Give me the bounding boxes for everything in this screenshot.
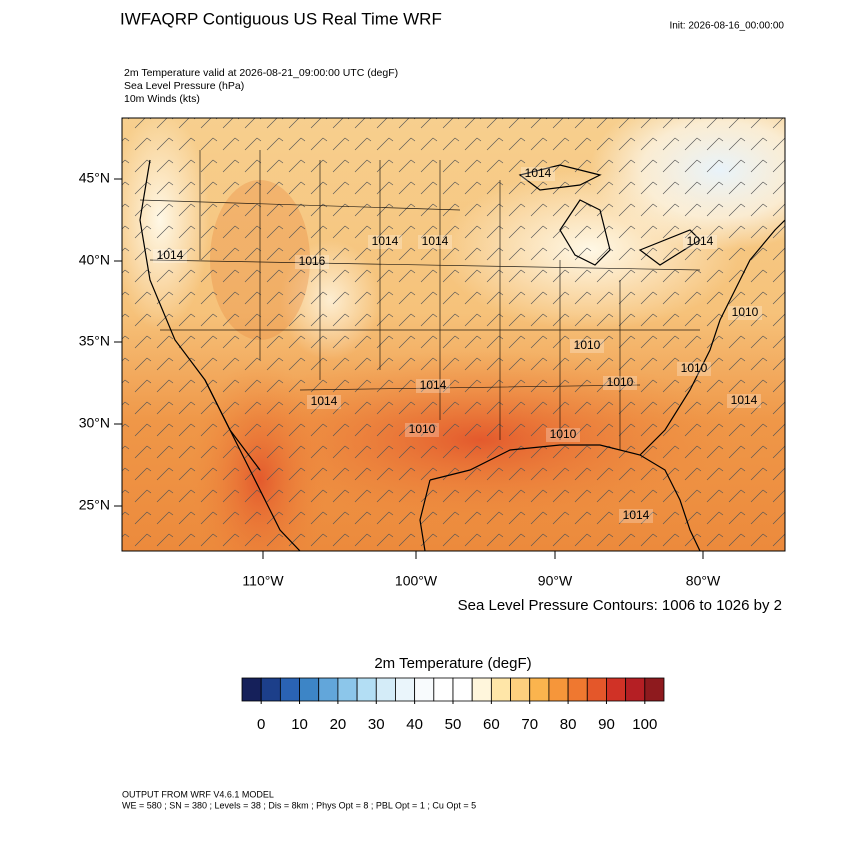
- colorbar-label: 20: [330, 716, 347, 733]
- lat-label: 25°N: [79, 497, 110, 513]
- field-line: 2m Temperature valid at 2026-08-21_09:00…: [124, 67, 398, 79]
- colorbar-label: 0: [257, 716, 265, 733]
- field-list: 2m Temperature valid at 2026-08-21_09:00…: [124, 67, 398, 105]
- colorbar-box: [510, 677, 531, 702]
- contour-note: Sea Level Pressure Contours: 1006 to 102…: [458, 597, 782, 614]
- contour-label: 1014: [157, 248, 184, 262]
- colorbar-label: 50: [445, 716, 462, 733]
- colorbar-box: [644, 677, 665, 702]
- lat-label: 35°N: [79, 333, 110, 349]
- colorbar-box: [241, 677, 262, 702]
- contour-label: 1014: [420, 378, 447, 392]
- contour-label: 1014: [372, 234, 399, 248]
- field-line: 10m Winds (kts): [124, 93, 200, 105]
- contour-label: 1010: [550, 427, 577, 441]
- init-time: Init: 2026-08-16_00:00:00: [669, 21, 784, 32]
- lat-label: 40°N: [79, 252, 110, 268]
- contour-label: 1010: [681, 361, 708, 375]
- colorbar-title: 2m Temperature (degF): [374, 655, 531, 672]
- lon-label: 110°W: [242, 573, 284, 589]
- contour-label-bg: [418, 235, 452, 249]
- lon-label: 80°W: [686, 573, 721, 589]
- contour-label-bg: [683, 235, 717, 249]
- lat-label: 30°N: [79, 415, 110, 431]
- contour-label-bg: [405, 423, 439, 437]
- colorbar-box: [625, 677, 646, 702]
- colorbar-box: [471, 677, 492, 702]
- field-line: Sea Level Pressure (hPa): [124, 80, 244, 92]
- colorbar-label: 60: [483, 716, 500, 733]
- contour-label-bg: [368, 235, 402, 249]
- colorbar-box: [490, 677, 511, 702]
- contour-label-bg: [677, 362, 711, 376]
- contour-label: 1014: [422, 234, 449, 248]
- contour-label: 1016: [299, 254, 326, 268]
- colorbar-label: 30: [368, 716, 385, 733]
- contour-label: 1010: [732, 305, 759, 319]
- contour-label: 1010: [409, 422, 436, 436]
- colorbar-box: [318, 677, 339, 702]
- contour-label-bg: [153, 249, 187, 263]
- colorbar-label: 100: [632, 716, 657, 733]
- contour-label-bg: [295, 255, 329, 269]
- contour-label-bg: [570, 339, 604, 353]
- colorbar-label: 90: [598, 716, 615, 733]
- map-axes: 45°N 40°N 35°N 30°N 25°N 110°W 100°W 90°W 80°W: [79, 170, 721, 589]
- colorbar-label: 40: [406, 716, 423, 733]
- colorbar-box: [548, 677, 569, 702]
- contour-label: 1014: [623, 508, 650, 522]
- contour-label: 1014: [731, 393, 758, 407]
- colorbar-label: 70: [521, 716, 538, 733]
- colorbar-box: [356, 677, 377, 702]
- lon-label: 90°W: [538, 573, 573, 589]
- colorbar-box: [586, 677, 607, 702]
- contour-label-bg: [619, 509, 653, 523]
- colorbar-box: [414, 677, 435, 702]
- contour-label-bg: [603, 376, 637, 390]
- footer-line: WE = 580 ; SN = 380 ; Levels = 38 ; Dis …: [122, 800, 476, 810]
- contour-label: 1014: [525, 166, 552, 180]
- colorbar-box: [260, 677, 281, 702]
- lon-label: 100°W: [395, 573, 438, 589]
- colorbar-box: [299, 677, 320, 702]
- colorbar-label: 10: [291, 716, 308, 733]
- colorbar-box: [452, 677, 473, 702]
- colorbar-box: [567, 677, 588, 702]
- colorbar-box: [279, 677, 300, 702]
- contour-label: 1010: [607, 375, 634, 389]
- contour-label-bg: [416, 379, 450, 393]
- colorbar-box: [375, 677, 396, 702]
- contour-labels: 1014 1014 1014 1014 1016 1014 1010 1010 1010 1014…: [153, 166, 762, 523]
- colorbar-box: [529, 677, 550, 702]
- contour-label: 1014: [311, 394, 338, 408]
- contour-label-bg: [727, 394, 761, 408]
- title: IWFAQRP Contiguous US Real Time WRF: [120, 9, 442, 28]
- lat-label: 45°N: [79, 170, 110, 186]
- footer-line: OUTPUT FROM WRF V4.6.1 MODEL: [122, 789, 274, 799]
- contour-label-bg: [521, 167, 555, 181]
- contour-label-bg: [728, 306, 762, 320]
- colorbar-box: [395, 677, 416, 702]
- colorbar: 0 10 20 30 40 50 60 70 80 90 100: [241, 677, 665, 733]
- map-frame: [121, 117, 786, 552]
- contour-label: 1010: [574, 338, 601, 352]
- colorbar-box: [433, 677, 454, 702]
- contour-label-bg: [307, 395, 341, 409]
- colorbar-box: [337, 677, 358, 702]
- colorbar-label: 80: [560, 716, 577, 733]
- colorbar-box: [606, 677, 627, 702]
- contour-label: 1014: [687, 234, 714, 248]
- map: [122, 118, 785, 551]
- contour-label-bg: [546, 428, 580, 442]
